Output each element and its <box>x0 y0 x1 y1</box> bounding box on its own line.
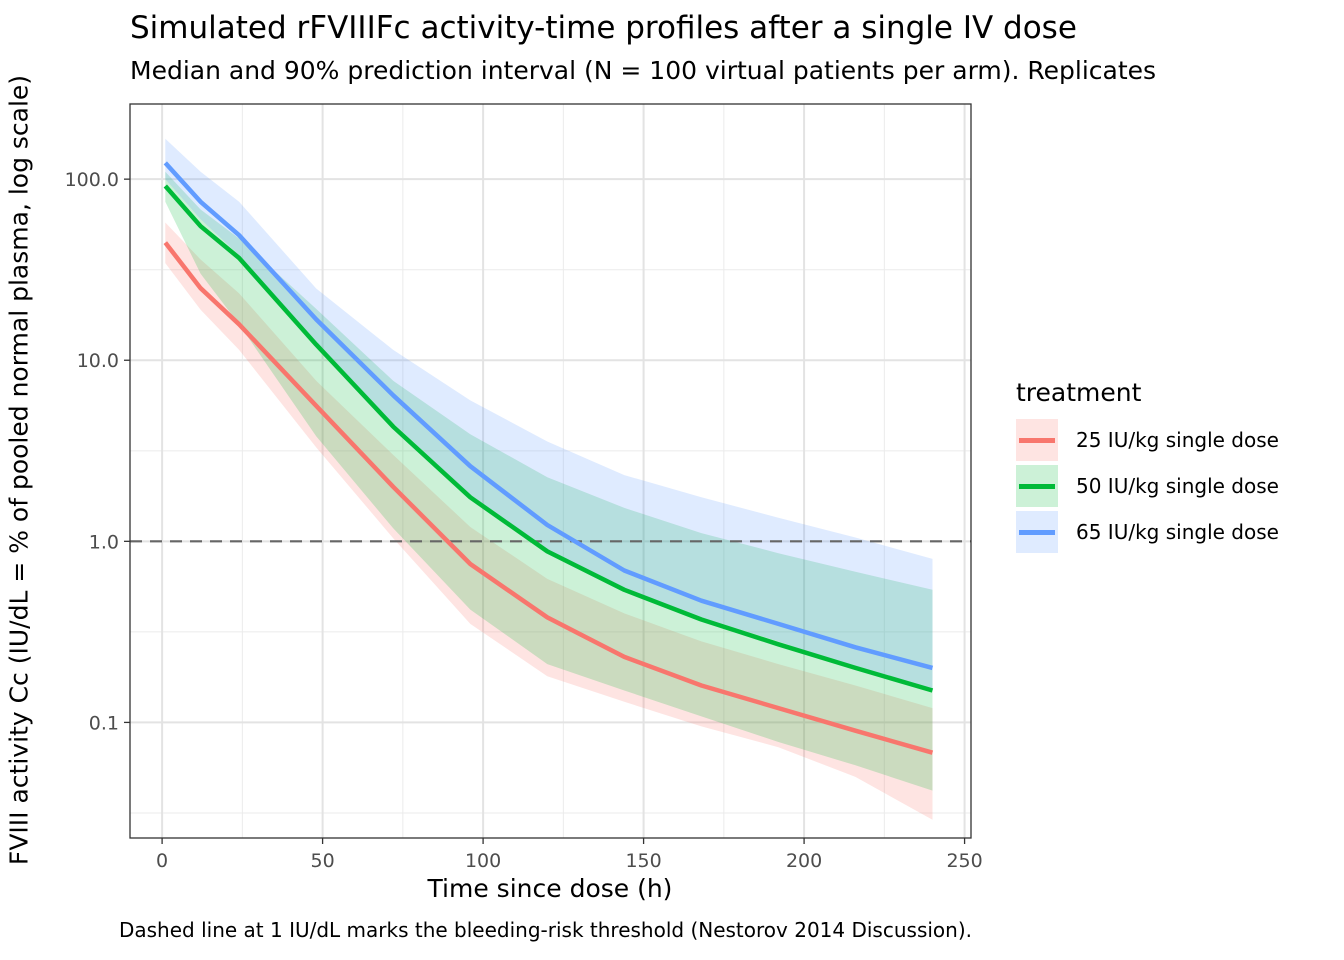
x-tick-label: 50 <box>311 850 335 872</box>
legend-key-50 <box>1016 465 1058 507</box>
panel-border <box>129 103 972 839</box>
axis-layer: 0 50 100 150 200 250 0.1 1.0 10.0 100.0 <box>65 103 983 872</box>
median-line-2 <box>163 161 934 671</box>
y-tick-label: 0.1 <box>89 712 119 734</box>
chart-title: Simulated rFVIIIFc activity-time profile… <box>130 10 1077 46</box>
x-tick-label: 200 <box>786 850 822 872</box>
x-tick-label: 0 <box>156 850 168 872</box>
prediction-band-1 <box>165 171 933 791</box>
legend-label-50: 50 IU/kg single dose <box>1076 474 1279 498</box>
legend-key-25 <box>1016 419 1058 461</box>
median-line-1 <box>163 184 934 693</box>
legend-line-25 <box>1019 438 1055 443</box>
x-axis-label: Time since dose (h) <box>427 874 673 903</box>
prediction-band-0 <box>165 222 933 820</box>
legend-label-25: 25 IU/kg single dose <box>1076 428 1279 452</box>
median-line-layer <box>163 161 934 755</box>
chart-subtitle: Median and 90% prediction interval (N = … <box>130 56 1157 85</box>
y-tick-label: 1.0 <box>89 531 119 553</box>
legend-key-65 <box>1016 511 1058 553</box>
legend-item-25: 25 IU/kg single dose <box>1016 417 1279 463</box>
x-tick-label: 150 <box>625 850 661 872</box>
x-tick-label: 100 <box>465 850 501 872</box>
chart-caption: Dashed line at 1 IU/dL marks the bleedin… <box>118 918 972 942</box>
legend-line-50 <box>1019 484 1055 489</box>
legend-item-65: 65 IU/kg single dose <box>1016 509 1279 555</box>
legend-label-65: 65 IU/kg single dose <box>1076 520 1279 544</box>
median-line-0 <box>163 241 934 755</box>
prediction-band-2 <box>165 138 933 691</box>
legend: treatment 25 IU/kg single dose 50 IU/kg … <box>1016 378 1279 555</box>
x-tick-label: 250 <box>946 850 982 872</box>
legend-title: treatment <box>1016 378 1142 407</box>
band-layer <box>165 138 933 820</box>
legend-item-50: 50 IU/kg single dose <box>1016 463 1279 509</box>
y-tick-label: 10.0 <box>77 350 119 372</box>
legend-line-65 <box>1019 530 1055 535</box>
y-tick-label: 100.0 <box>65 169 119 191</box>
